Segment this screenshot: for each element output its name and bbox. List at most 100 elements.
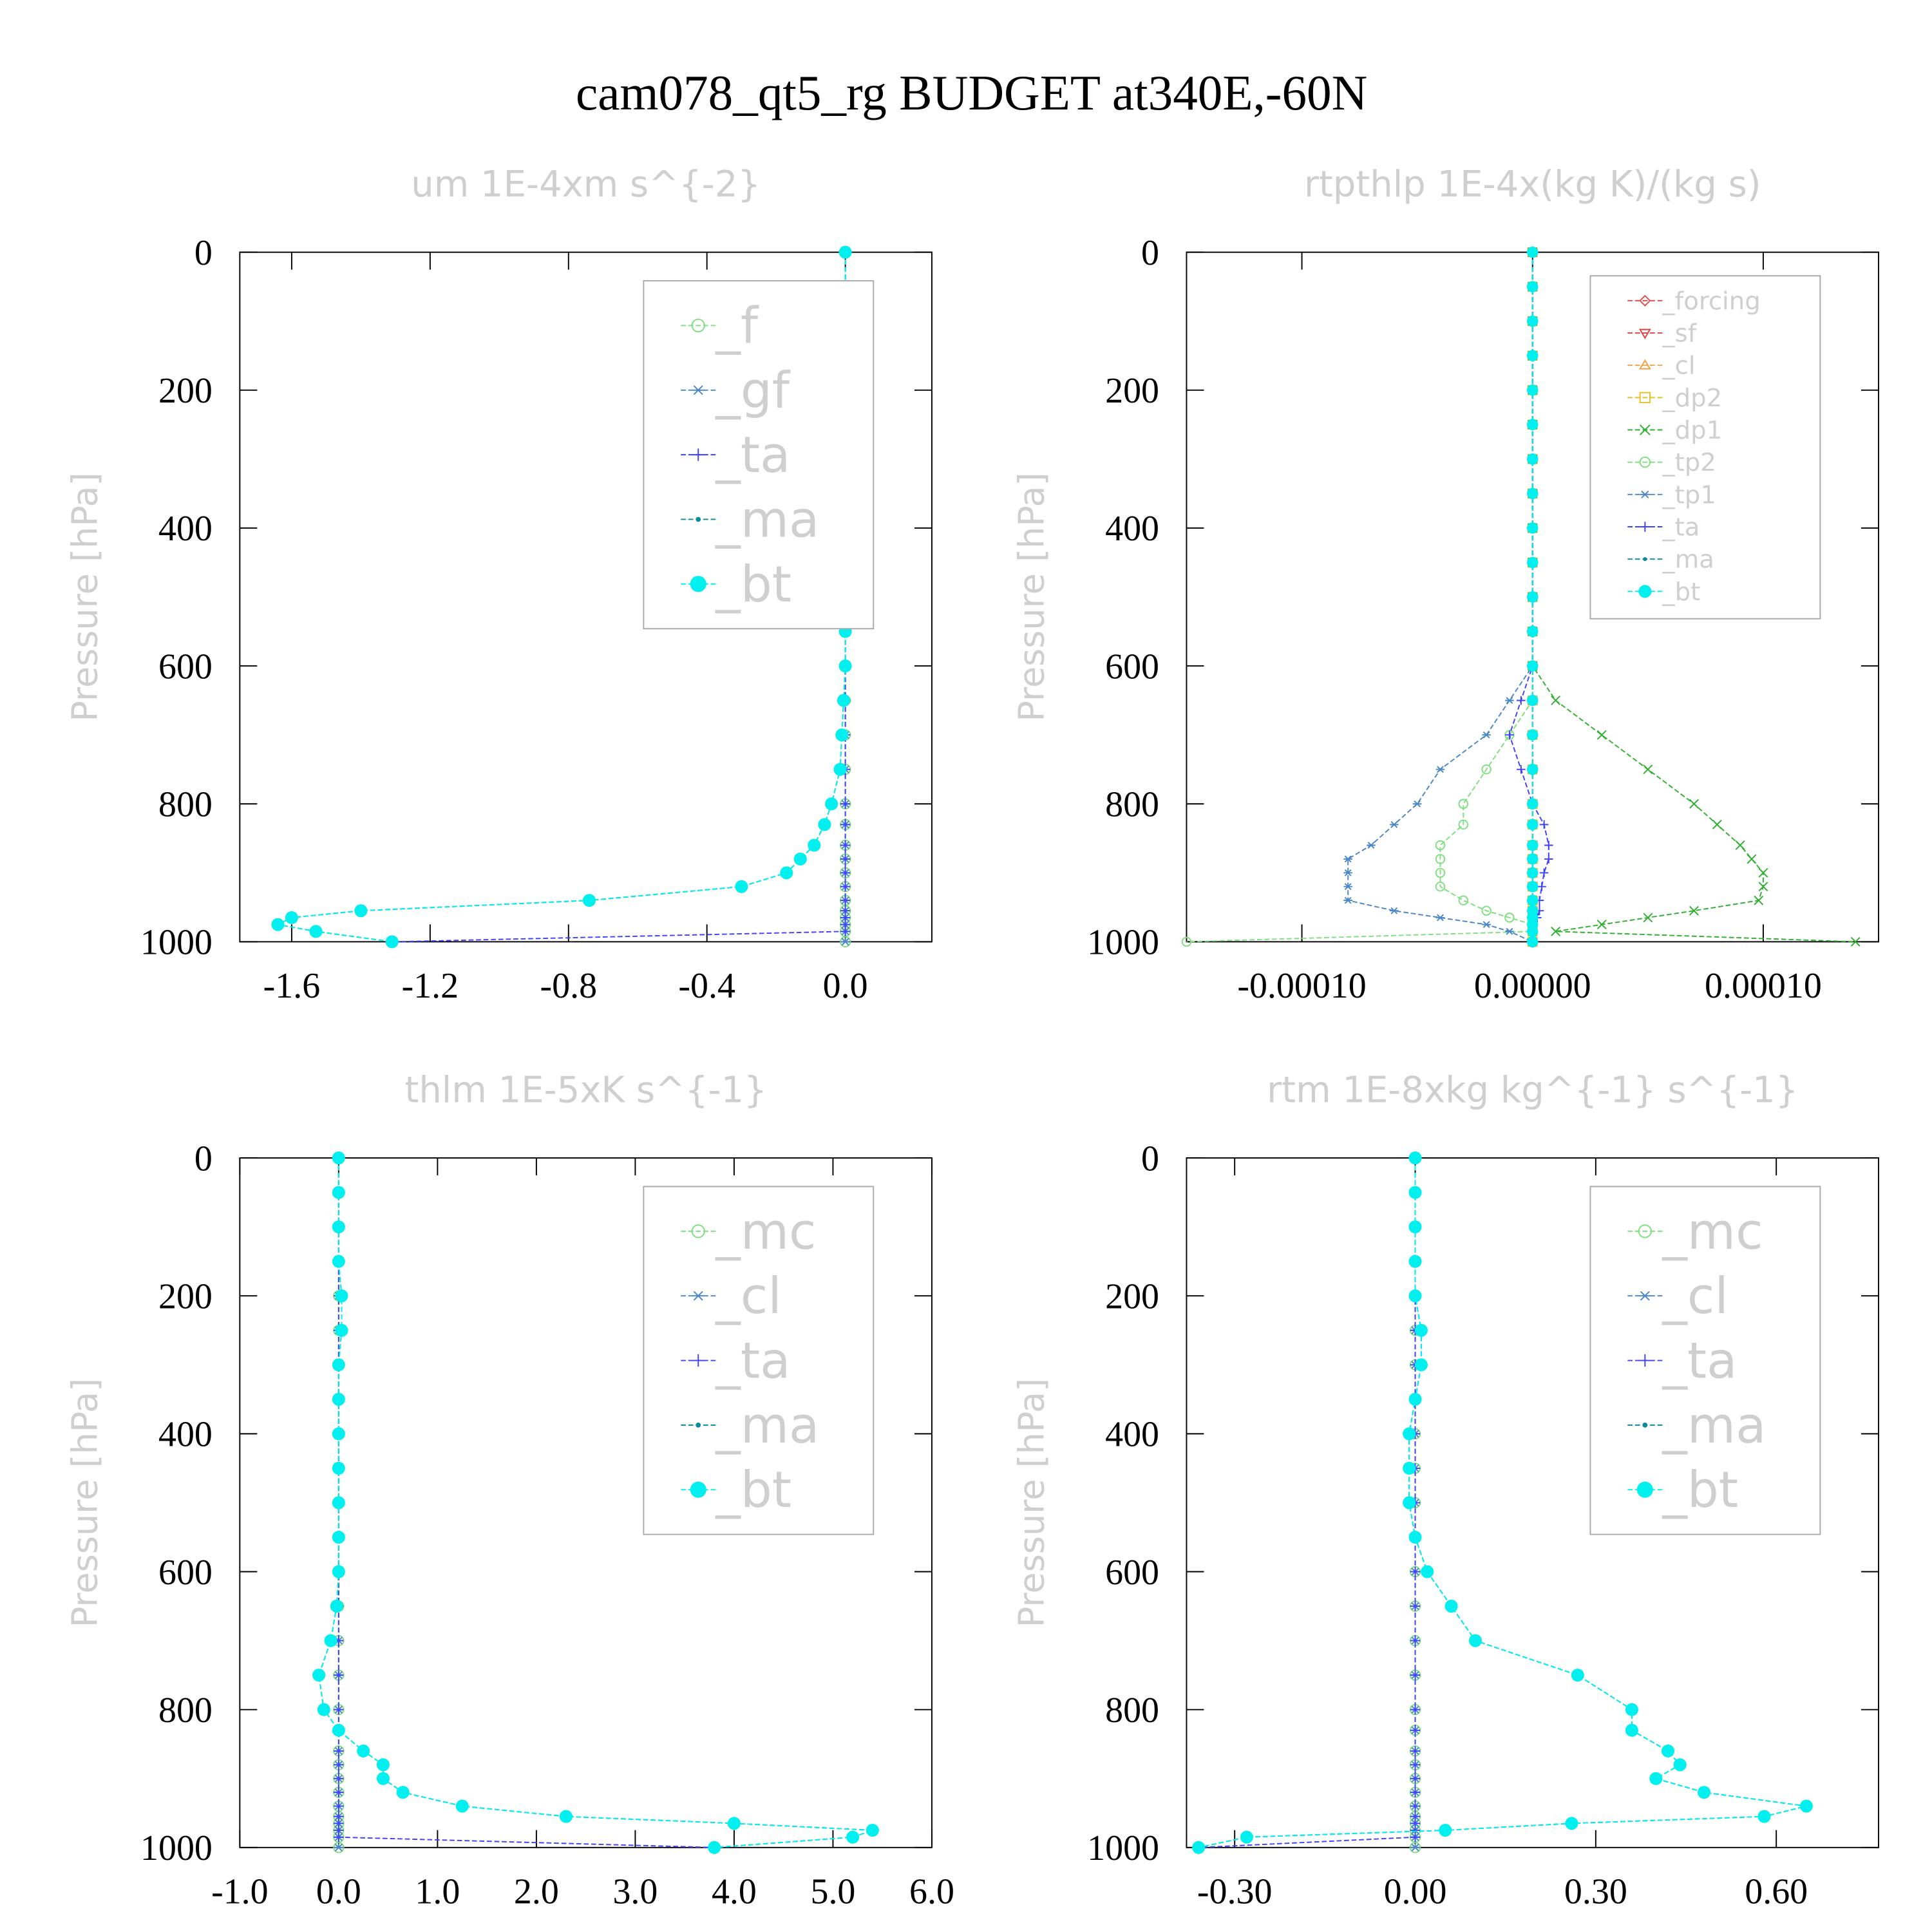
marker — [1410, 1832, 1421, 1842]
marker — [837, 694, 850, 707]
marker — [691, 1224, 705, 1238]
marker — [692, 1291, 705, 1301]
marker — [1458, 799, 1469, 809]
plot-frame — [239, 1157, 933, 1848]
marker — [1544, 840, 1553, 850]
y-tick-label: 0 — [194, 1139, 213, 1179]
legend-label: _sf — [1662, 319, 1697, 348]
marker — [1526, 246, 1539, 258]
marker — [1343, 883, 1352, 891]
marker — [1571, 1669, 1584, 1682]
legend-label: _ma — [1662, 1397, 1766, 1455]
series-line — [337, 1158, 715, 1848]
marker — [1539, 820, 1549, 829]
y-axis-label: Pressure [hPa] — [1012, 1378, 1052, 1627]
marker — [1526, 819, 1539, 831]
x-tick-label: 6.0 — [909, 1872, 954, 1912]
x-tick-label: 0.0 — [823, 966, 868, 1006]
marker — [1410, 1670, 1421, 1680]
marker — [332, 1151, 345, 1165]
legend: _f _gf _ta _ma _bt — [643, 280, 875, 630]
figure-title: cam078_qt5_rg BUDGET at340E,-60N — [576, 65, 1367, 120]
legend-label: _cl — [715, 1267, 781, 1325]
y-tick-label: 800 — [1105, 785, 1159, 825]
marker — [1639, 424, 1651, 435]
marker — [1435, 867, 1446, 878]
legend-label: _ma — [1662, 545, 1714, 574]
marker — [1526, 936, 1539, 948]
legend-label: _cl — [1662, 1267, 1728, 1325]
marker — [1747, 854, 1757, 864]
marker — [1526, 729, 1539, 741]
marker — [1412, 800, 1422, 808]
x-tick-label: -1.6 — [263, 966, 321, 1006]
marker — [334, 1704, 344, 1715]
marker — [1421, 1565, 1434, 1578]
marker — [1526, 853, 1539, 865]
legend: _forcing _sf _cl _dp2 _dp1 _tp2 _tp1 _ta _ma _bt — [1589, 275, 1821, 620]
marker — [1414, 1358, 1428, 1372]
marker — [376, 1758, 390, 1772]
y-tick-label: 600 — [158, 1553, 213, 1593]
marker — [1643, 764, 1653, 775]
marker — [334, 1746, 344, 1756]
x-tick-label: 3.0 — [612, 1872, 658, 1912]
marker — [696, 1423, 701, 1428]
marker — [1639, 294, 1651, 307]
y-tick-label: 200 — [158, 371, 213, 411]
x-tick-label: -0.30 — [1197, 1872, 1273, 1912]
marker — [1408, 1220, 1422, 1234]
marker — [840, 854, 851, 864]
legend: _mc _cl _ta _ma _bt — [1589, 1186, 1821, 1535]
legend-label: _bt — [1662, 1461, 1738, 1519]
marker — [808, 838, 821, 852]
marker — [1408, 1186, 1422, 1199]
x-tick-label: 0.30 — [1564, 1872, 1627, 1912]
series-line — [1198, 1158, 1416, 1848]
marker — [1649, 1772, 1663, 1785]
x-tick-label: 0.60 — [1745, 1872, 1808, 1912]
marker — [1435, 854, 1446, 864]
marker — [1414, 1323, 1428, 1337]
legend-label: _forcing — [1662, 287, 1760, 316]
marker — [1410, 1843, 1421, 1852]
marker — [1638, 359, 1651, 370]
marker — [1403, 1496, 1416, 1510]
marker — [846, 1830, 860, 1844]
marker — [1636, 1481, 1653, 1498]
marker — [1504, 913, 1515, 923]
marker — [1408, 1255, 1422, 1268]
series-line — [276, 252, 846, 943]
series-line — [1198, 1158, 1807, 1848]
series-line — [1186, 252, 1533, 943]
legend-label: _tp1 — [1662, 480, 1716, 509]
marker — [1517, 696, 1526, 705]
panel: um 1E-4xm s^{-2} Pressure [hPa] 0 200 400 600… — [64, 164, 933, 1006]
marker — [780, 866, 793, 880]
x-tick-label: 0.00 — [1384, 1872, 1447, 1912]
y-axis-label: Pressure [hPa] — [1012, 472, 1052, 721]
marker — [1544, 855, 1553, 864]
y-tick-label: 400 — [158, 1415, 213, 1455]
marker — [1596, 730, 1607, 740]
marker — [1526, 925, 1539, 938]
marker — [1639, 392, 1651, 404]
marker — [1435, 882, 1446, 892]
marker — [1638, 1291, 1651, 1301]
marker — [1410, 1566, 1421, 1577]
marker — [1181, 936, 1192, 947]
marker — [1410, 1601, 1421, 1611]
legend-label: _ta — [1662, 513, 1700, 542]
marker — [455, 1799, 469, 1813]
series-line — [318, 1158, 873, 1848]
marker — [1435, 840, 1446, 851]
marker — [334, 1670, 344, 1680]
panel: thlm 1E-5xK s^{-1} Pressure [hPa] 0 200 400 6… — [64, 1069, 954, 1911]
marker — [1458, 895, 1469, 905]
x-tick-label: 2.0 — [514, 1872, 559, 1912]
marker — [334, 1801, 344, 1812]
marker — [735, 880, 748, 893]
marker — [1390, 907, 1399, 914]
marker — [840, 938, 851, 946]
marker — [1410, 1759, 1421, 1770]
